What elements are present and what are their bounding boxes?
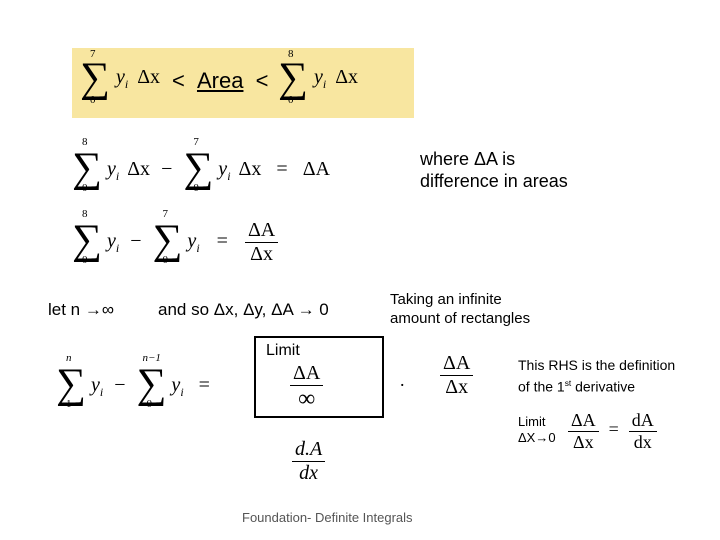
- note-infinite-rectangles: Taking an infiniteamount of rectangles: [390, 290, 530, 328]
- note-delta-a: where ΔA isdifference in areas: [420, 148, 568, 192]
- final-eq: ΔA Δx = dA dx: [568, 410, 657, 453]
- limit-rhs-frac: ΔA Δx: [440, 352, 473, 399]
- area-less-than: < Area <: [172, 68, 268, 94]
- sum1: 7 ∑ 0 yi Δx: [80, 54, 158, 102]
- and-so-zero: and so Δx, Δy, ΔA → 0: [158, 300, 329, 320]
- sum2: 8 ∑ 0 yi Δx: [278, 54, 356, 102]
- diff-line-general: n ∑ 1 yi − n−1 ∑ 0 yi =: [56, 360, 220, 408]
- limit-label: Limit: [266, 342, 300, 360]
- ratio-dot: .: [400, 370, 405, 391]
- limit-frac: ΔA ∞: [290, 362, 323, 413]
- last-frac: d.A dx: [292, 438, 325, 485]
- limit-small-label: Limit: [518, 414, 545, 429]
- footer: Foundation- Definite Integrals: [242, 510, 413, 525]
- limit-small-cond: ΔX→0: [518, 430, 556, 445]
- diff-line-2: 8 ∑ 0 yi − 7 ∑ 0 yi = ΔA Δx: [72, 216, 278, 272]
- note-rhs-definition: This RHS is the definition of the 1st de…: [518, 356, 675, 396]
- diff-line-1: 8 ∑ 0 yi Δx − 7 ∑ 0 yi Δx = ΔA: [72, 144, 330, 192]
- let-n-infinity: let n →∞: [48, 300, 114, 320]
